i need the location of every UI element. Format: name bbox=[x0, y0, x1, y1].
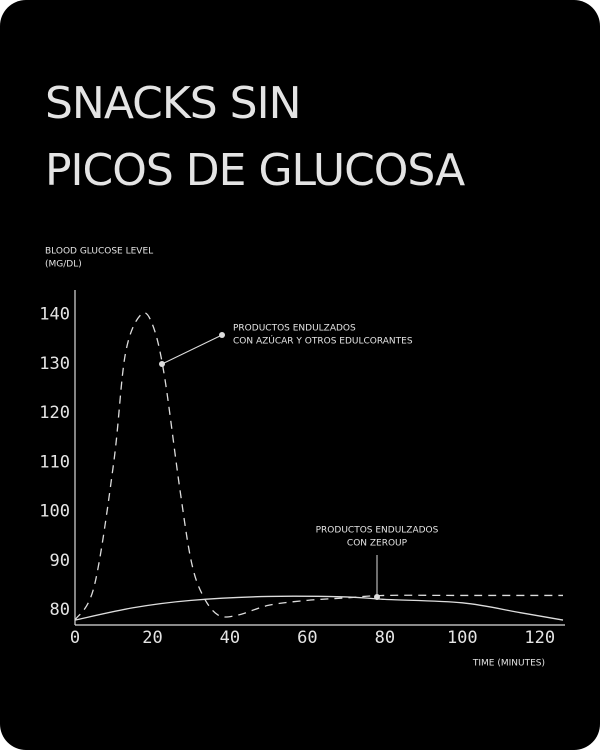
y-axis-label: BLOOD GLUCOSE LEVEL bbox=[45, 247, 153, 257]
x-axis-label: TIME (MINUTES) bbox=[472, 659, 545, 669]
title-line: SNACKS SIN bbox=[45, 78, 300, 129]
annotation: PRODUCTOS ENDULZADOS bbox=[316, 526, 439, 536]
x-tick-label: 40 bbox=[220, 628, 240, 648]
annotation: CON ZEROUP bbox=[347, 539, 408, 549]
series-line bbox=[74, 312, 563, 621]
x-tick-label: 100 bbox=[447, 628, 478, 648]
x-tick-label: 80 bbox=[375, 628, 395, 648]
series-line bbox=[74, 595, 564, 621]
y-axis-label: (MG/DL) bbox=[45, 260, 82, 270]
y-tick-label: 140 bbox=[39, 305, 70, 325]
annotation: PRODUCTOS ENDULZADOS bbox=[233, 324, 356, 334]
y-tick-label: 130 bbox=[39, 354, 70, 374]
title-line: PICOS DE GLUCOSA bbox=[45, 145, 465, 196]
pointer-dot bbox=[159, 361, 165, 367]
y-tick-label: 110 bbox=[39, 452, 70, 472]
x-tick-label: 60 bbox=[297, 628, 317, 648]
pointer-dot bbox=[219, 332, 225, 338]
x-tick-label: 20 bbox=[142, 628, 162, 648]
y-tick-label: 90 bbox=[50, 551, 70, 571]
x-tick-label: 120 bbox=[524, 628, 555, 648]
pointer-line bbox=[161, 334, 223, 365]
y-tick-label: 120 bbox=[39, 403, 70, 423]
annotation: CON AZÚCAR Y OTROS EDULCORANTES bbox=[233, 335, 413, 347]
y-tick-label: 80 bbox=[50, 600, 70, 620]
x-tick-label: 0 bbox=[70, 628, 80, 648]
y-tick-label: 100 bbox=[39, 502, 70, 522]
